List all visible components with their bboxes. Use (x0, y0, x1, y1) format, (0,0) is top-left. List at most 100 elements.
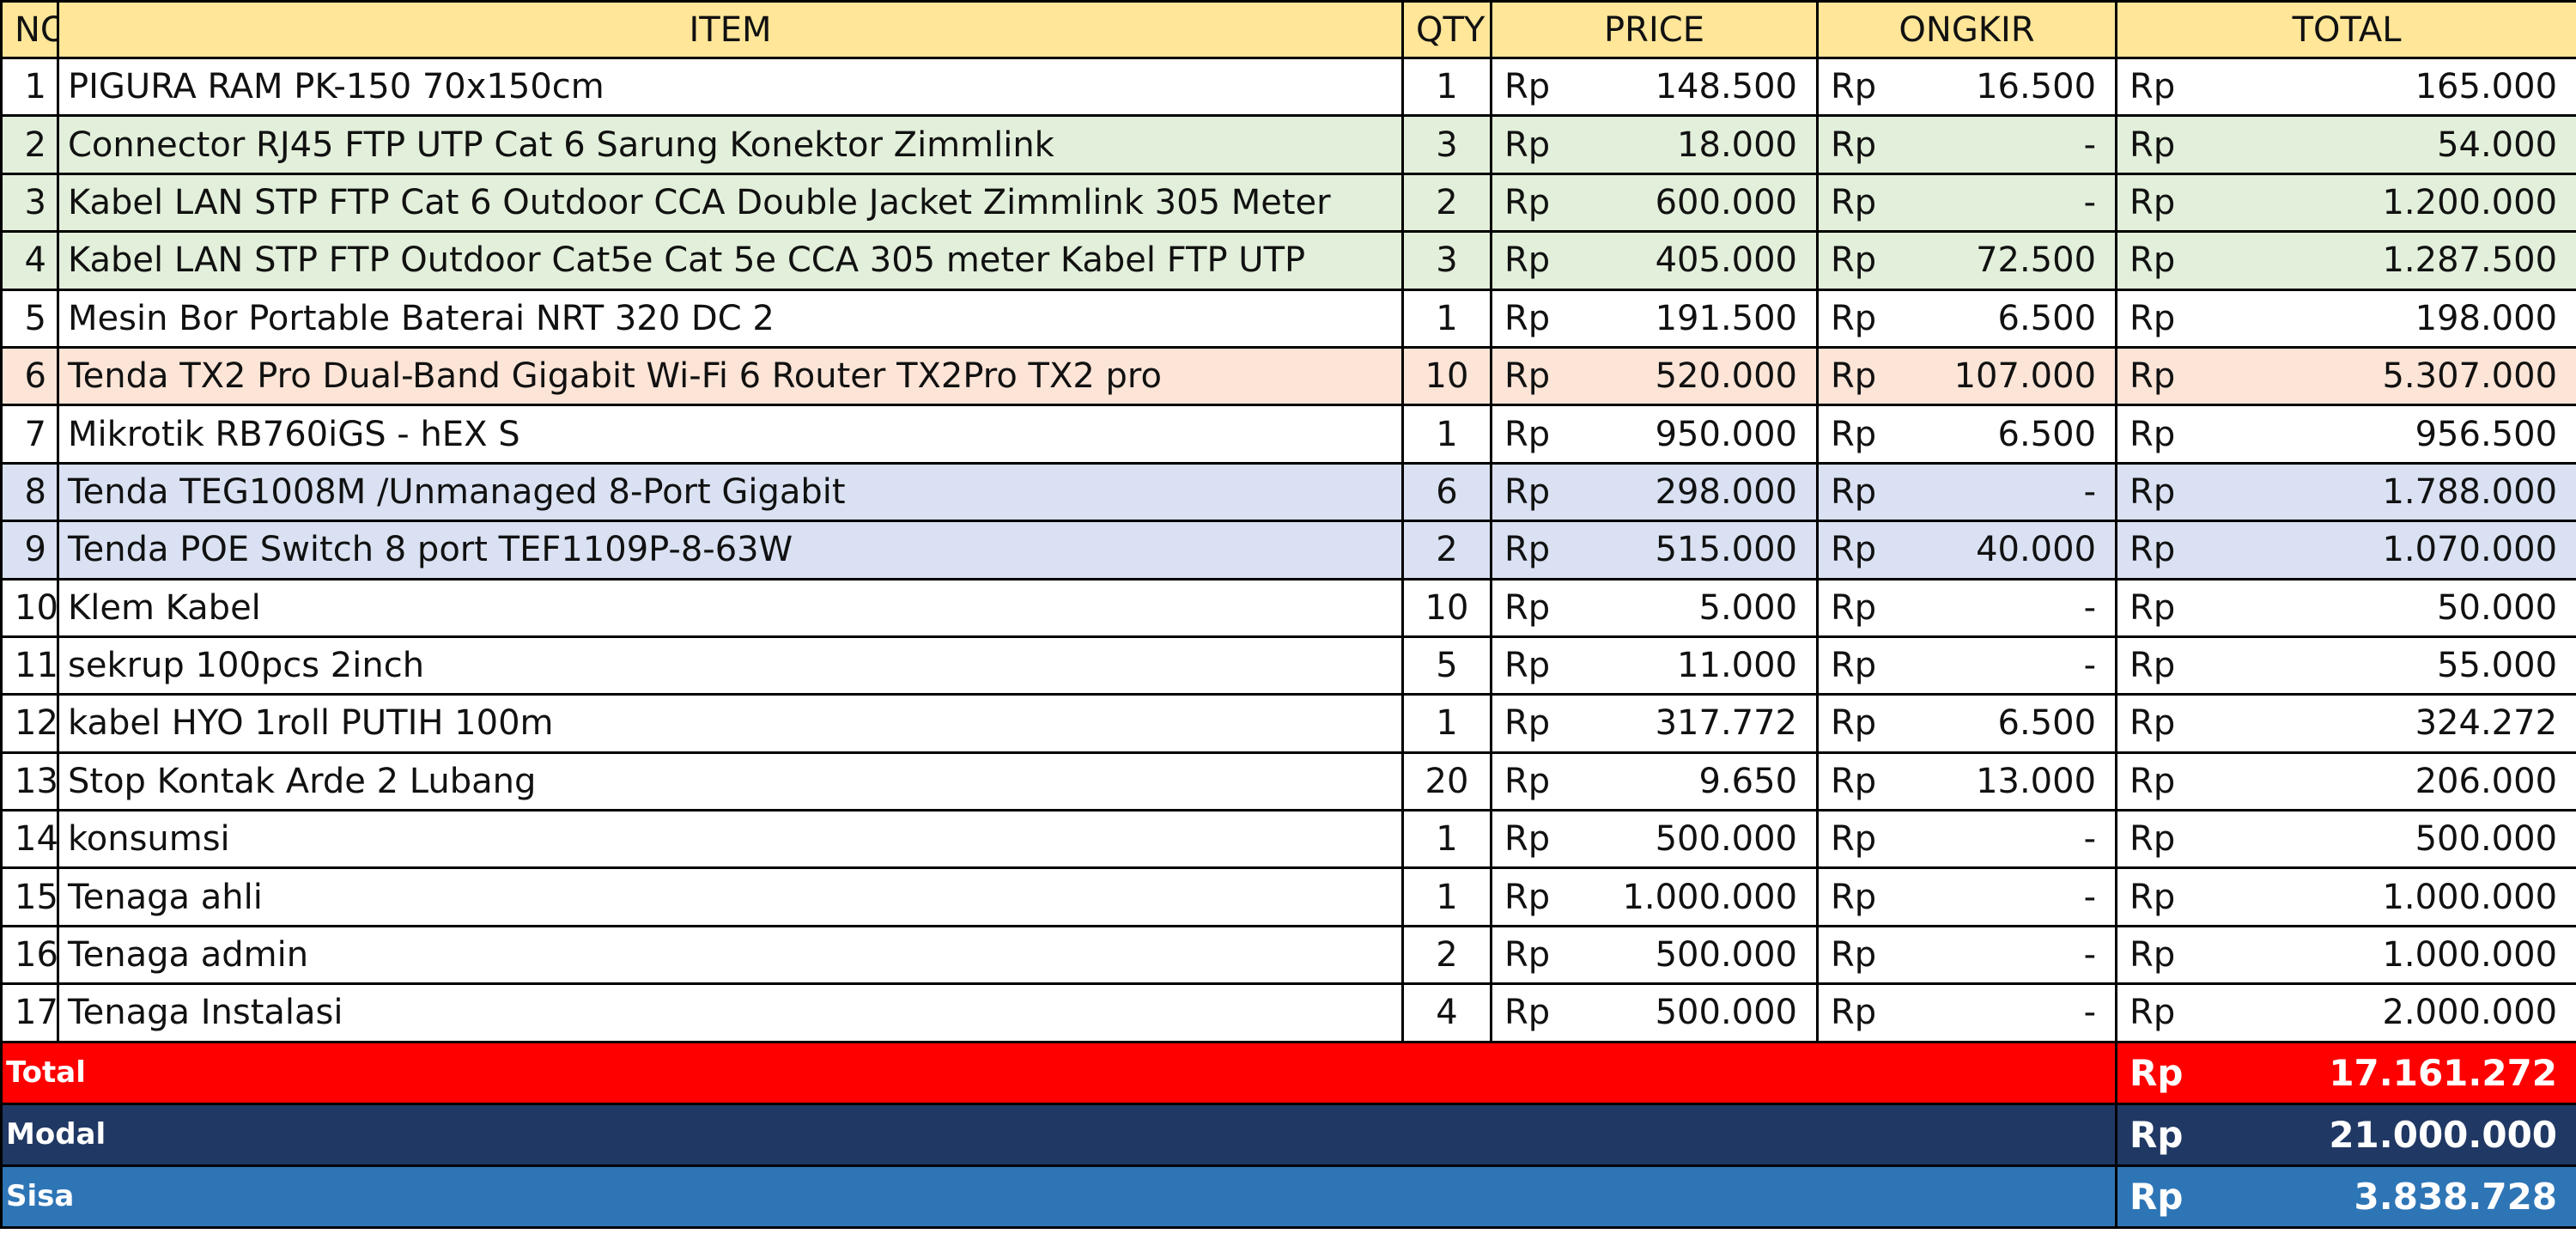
item-name-cell[interactable]: Kabel LAN STP FTP Outdoor Cat5e Cat 5e C… (57, 230, 1404, 291)
total-cell[interactable]: 206.000 (2202, 751, 2576, 812)
price-cell[interactable]: 500.000 (1577, 924, 1820, 986)
price-currency-cell[interactable]: Rp (1490, 751, 1577, 812)
ongkir-currency-cell[interactable]: Rp (1816, 114, 1904, 175)
total-currency-cell[interactable]: Rp (2115, 635, 2202, 696)
ongkir-currency-cell[interactable]: Rp (1816, 461, 1904, 523)
ongkir-currency-cell[interactable]: Rp (1816, 345, 1904, 407)
qty-cell[interactable]: 1 (1401, 693, 1492, 754)
qty-cell[interactable]: 1 (1401, 404, 1492, 465)
ongkir-cell[interactable]: - (1903, 635, 2118, 696)
total-currency-cell[interactable]: Rp (2115, 693, 2202, 754)
ongkir-cell[interactable]: - (1903, 866, 2118, 927)
item-name-cell[interactable]: Kabel LAN STP FTP Cat 6 Outdoor CCA Doub… (57, 172, 1404, 234)
summary-sisa-currency[interactable]: Rp (2115, 1164, 2202, 1229)
row-no-cell[interactable]: 11 (0, 635, 59, 696)
qty-cell[interactable]: 2 (1401, 924, 1492, 986)
qty-cell[interactable]: 2 (1401, 520, 1492, 581)
row-no-cell[interactable]: 17 (0, 982, 59, 1043)
qty-cell[interactable]: 20 (1401, 751, 1492, 812)
price-currency-cell[interactable]: Rp (1490, 345, 1577, 407)
price-cell[interactable]: 11.000 (1577, 635, 1820, 696)
total-currency-cell[interactable]: Rp (2115, 114, 2202, 175)
row-no-cell[interactable]: 14 (0, 809, 59, 870)
summary-modal-label[interactable]: Modal (0, 1102, 2118, 1167)
price-currency-cell[interactable]: Rp (1490, 172, 1577, 234)
summary-total-label[interactable]: Total (0, 1040, 2118, 1105)
price-currency-cell[interactable]: Rp (1490, 288, 1577, 349)
total-currency-cell[interactable]: Rp (2115, 230, 2202, 291)
ongkir-currency-cell[interactable]: Rp (1816, 288, 1904, 349)
total-currency-cell[interactable]: Rp (2115, 461, 2202, 523)
price-cell[interactable]: 18.000 (1577, 114, 1820, 175)
item-name-cell[interactable]: Stop Kontak Arde 2 Lubang (57, 751, 1404, 812)
total-cell[interactable]: 54.000 (2202, 114, 2576, 175)
item-name-cell[interactable]: Tenda TX2 Pro Dual-Band Gigabit Wi-Fi 6 … (57, 345, 1404, 407)
qty-cell[interactable]: 6 (1401, 461, 1492, 523)
row-no-cell[interactable]: 16 (0, 924, 59, 986)
item-name-cell[interactable]: Mesin Bor Portable Baterai NRT 320 DC 2 (57, 288, 1404, 349)
ongkir-currency-cell[interactable]: Rp (1816, 982, 1904, 1043)
price-cell[interactable]: 298.000 (1577, 461, 1820, 523)
ongkir-cell[interactable]: - (1903, 577, 2118, 638)
total-cell[interactable]: 956.500 (2202, 404, 2576, 465)
price-cell[interactable]: 950.000 (1577, 404, 1820, 465)
ongkir-cell[interactable]: 6.500 (1903, 404, 2118, 465)
price-currency-cell[interactable]: Rp (1490, 577, 1577, 638)
ongkir-cell[interactable]: - (1903, 114, 2118, 175)
total-cell[interactable]: 5.307.000 (2202, 345, 2576, 407)
price-cell[interactable]: 1.000.000 (1577, 866, 1820, 927)
ongkir-currency-cell[interactable]: Rp (1816, 577, 1904, 638)
price-currency-cell[interactable]: Rp (1490, 693, 1577, 754)
total-currency-cell[interactable]: Rp (2115, 56, 2202, 118)
ongkir-cell[interactable]: - (1903, 809, 2118, 870)
row-no-cell[interactable]: 5 (0, 288, 59, 349)
item-name-cell[interactable]: Tenaga Instalasi (57, 982, 1404, 1043)
ongkir-cell[interactable]: 107.000 (1903, 345, 2118, 407)
row-no-cell[interactable]: 8 (0, 461, 59, 523)
summary-sisa-value[interactable]: 3.838.728 (2202, 1164, 2576, 1229)
summary-sisa-label[interactable]: Sisa (0, 1164, 2118, 1229)
qty-cell[interactable]: 3 (1401, 230, 1492, 291)
item-name-cell[interactable]: konsumsi (57, 809, 1404, 870)
total-cell[interactable]: 1.287.500 (2202, 230, 2576, 291)
price-currency-cell[interactable]: Rp (1490, 809, 1577, 870)
ongkir-cell[interactable]: 6.500 (1903, 693, 2118, 754)
price-cell[interactable]: 5.000 (1577, 577, 1820, 638)
price-cell[interactable]: 500.000 (1577, 982, 1820, 1043)
ongkir-currency-cell[interactable]: Rp (1816, 56, 1904, 118)
item-name-cell[interactable]: Tenda POE Switch 8 port TEF1109P-8-63W (57, 520, 1404, 581)
price-currency-cell[interactable]: Rp (1490, 230, 1577, 291)
ongkir-currency-cell[interactable]: Rp (1816, 230, 1904, 291)
qty-cell[interactable]: 2 (1401, 172, 1492, 234)
price-cell[interactable]: 515.000 (1577, 520, 1820, 581)
item-name-cell[interactable]: Tenaga ahli (57, 866, 1404, 927)
total-cell[interactable]: 165.000 (2202, 56, 2576, 118)
total-cell[interactable]: 1.200.000 (2202, 172, 2576, 234)
item-name-cell[interactable]: Tenaga admin (57, 924, 1404, 986)
qty-cell[interactable]: 5 (1401, 635, 1492, 696)
total-cell[interactable]: 2.000.000 (2202, 982, 2576, 1043)
total-cell[interactable]: 50.000 (2202, 577, 2576, 638)
price-cell[interactable]: 600.000 (1577, 172, 1820, 234)
header-ongkir[interactable]: ONGKIR (1816, 0, 2118, 59)
price-currency-cell[interactable]: Rp (1490, 982, 1577, 1043)
price-currency-cell[interactable]: Rp (1490, 56, 1577, 118)
total-currency-cell[interactable]: Rp (2115, 345, 2202, 407)
total-currency-cell[interactable]: Rp (2115, 866, 2202, 927)
qty-cell[interactable]: 1 (1401, 809, 1492, 870)
price-cell[interactable]: 191.500 (1577, 288, 1820, 349)
ongkir-currency-cell[interactable]: Rp (1816, 635, 1904, 696)
price-currency-cell[interactable]: Rp (1490, 924, 1577, 986)
price-currency-cell[interactable]: Rp (1490, 520, 1577, 581)
total-cell[interactable]: 55.000 (2202, 635, 2576, 696)
ongkir-currency-cell[interactable]: Rp (1816, 520, 1904, 581)
qty-cell[interactable]: 3 (1401, 114, 1492, 175)
price-cell[interactable]: 520.000 (1577, 345, 1820, 407)
ongkir-currency-cell[interactable]: Rp (1816, 809, 1904, 870)
total-currency-cell[interactable]: Rp (2115, 172, 2202, 234)
total-currency-cell[interactable]: Rp (2115, 520, 2202, 581)
price-cell[interactable]: 9.650 (1577, 751, 1820, 812)
item-name-cell[interactable]: Klem Kabel (57, 577, 1404, 638)
row-no-cell[interactable]: 7 (0, 404, 59, 465)
total-cell[interactable]: 324.272 (2202, 693, 2576, 754)
